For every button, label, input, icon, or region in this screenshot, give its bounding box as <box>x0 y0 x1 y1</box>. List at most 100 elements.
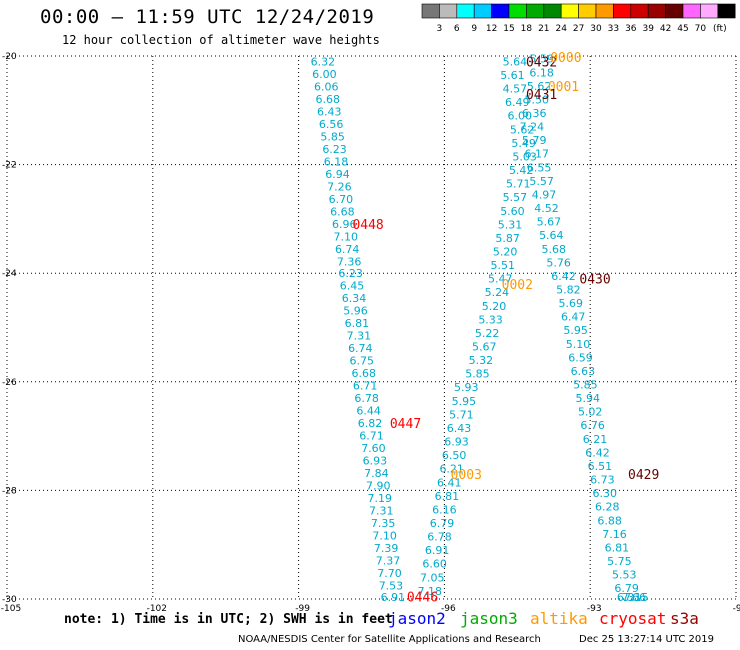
wave-height-value: 6.16 <box>432 503 457 516</box>
lat-tick-label: -26 <box>2 378 17 388</box>
legend-s3a: s3a <box>670 609 699 628</box>
wave-height-value: 4.52 <box>534 202 559 215</box>
wave-height-value: 6.68 <box>330 205 355 218</box>
colorbar-label: 30 <box>590 24 602 34</box>
wave-height-value: 6.63 <box>571 365 596 378</box>
time-label: 0001 <box>548 80 579 95</box>
time-label: 0446 <box>407 590 438 605</box>
wave-height-value: 5.64 <box>539 229 564 242</box>
wave-height-value: 7.15 <box>624 591 649 604</box>
legend-altika: altika <box>530 609 588 628</box>
time-label: 0432 <box>526 55 557 70</box>
wave-height-value: 6.56 <box>319 118 344 131</box>
time-label: 0431 <box>526 88 557 103</box>
wave-height-value: 7.26 <box>327 180 352 193</box>
colorbar-label: 45 <box>677 24 688 34</box>
wave-height-value: 4.57 <box>503 83 528 96</box>
wave-height-value: 7.10 <box>372 529 397 542</box>
wave-height-value: 5.24 <box>485 286 510 299</box>
wave-height-value: 7.90 <box>366 480 391 493</box>
wave-height-value: 6.41 <box>437 476 462 489</box>
wave-height-value: 5.62 <box>527 80 552 93</box>
wave-height-value: 7.05 <box>420 571 445 584</box>
wave-height-value: 7.31 <box>347 330 372 343</box>
wave-height-value: 5.95 <box>452 395 477 408</box>
wave-height-value: 6.42 <box>551 270 576 283</box>
wave-height-value: 6.93 <box>444 436 469 449</box>
legend-cryosat: cryosat <box>599 609 667 628</box>
wave-height-value: 6.71 <box>353 380 378 393</box>
wave-height-value: 6.44 <box>356 405 381 418</box>
wave-height-value: 5.03 <box>512 150 537 163</box>
wave-height-value: 5.85 <box>320 130 345 143</box>
wave-height-value: 7.10 <box>333 230 358 243</box>
wave-height-value: 6.82 <box>358 417 383 430</box>
time-label: 0000 <box>550 51 581 66</box>
wave-height-value: 7.66 <box>622 591 647 604</box>
wave-height-value: 5.62 <box>510 123 535 136</box>
colorbar-label: 6 <box>454 24 460 34</box>
wave-height-value: 6.32 <box>311 55 336 68</box>
wave-height-value: 6.68 <box>351 367 376 380</box>
wave-height-value: 5.20 <box>482 300 507 313</box>
wave-height-value: 5.67 <box>472 341 497 354</box>
wave-height-value: 6.18 <box>324 155 349 168</box>
wave-height-value: 5.32 <box>469 354 494 367</box>
wave-height-value: 5.33 <box>478 313 503 326</box>
lat-tick-label: -28 <box>2 486 17 496</box>
wave-height-value: 5.51 <box>490 259 515 272</box>
wave-height-value: 6.74 <box>335 243 360 256</box>
wave-height-value: 5.71 <box>506 178 531 191</box>
wave-height-value: 6.68 <box>316 93 341 106</box>
credit-text: NOAA/NESDIS Center for Satellite Applica… <box>238 634 541 645</box>
wave-height-value: 7.16 <box>602 528 627 541</box>
colorbar-label: 27 <box>573 24 584 34</box>
wave-height-value: 7.37 <box>376 554 401 567</box>
page-subtitle: 12 hour collection of altimeter wave hei… <box>62 33 380 47</box>
wave-height-value: 6.81 <box>605 541 630 554</box>
time-label: 0003 <box>451 468 482 483</box>
wave-height-value: 6.71 <box>359 430 384 443</box>
wave-height-value: 5.42 <box>509 164 534 177</box>
legend-jason2: jason2 <box>388 609 446 628</box>
wave-height-value: 5.50 <box>524 93 549 106</box>
wave-height-value: 6.43 <box>447 422 472 435</box>
wave-height-value: 6.18 <box>529 66 554 79</box>
wave-height-value: 6.23 <box>338 267 363 280</box>
wave-height-value: 6.79 <box>614 582 639 595</box>
wave-height-value: 6.28 <box>595 501 620 514</box>
wave-height-value: 6.74 <box>348 342 373 355</box>
wave-height-value: 6.93 <box>363 455 388 468</box>
colorbar-label: 18 <box>521 24 533 34</box>
colorbar-label: 39 <box>642 24 654 34</box>
wave-height-value: 6.59 <box>568 351 593 364</box>
wave-height-value: 7.39 <box>374 542 399 555</box>
colorbar: 3 6 9 12 15 18 21 24 27 30 33 36 39 42 45 70 (ft) <box>421 3 736 34</box>
wave-height-value: 6.78 <box>354 392 379 405</box>
wave-height-value: 5.53 <box>612 569 637 582</box>
wave-height-value: 6.96 <box>332 218 357 231</box>
wave-height-value: 6.21 <box>439 463 464 476</box>
colorbar-label: 70 <box>695 24 707 34</box>
wave-height-value: 7.18 <box>418 585 443 598</box>
wave-height-value: 5.57 <box>503 191 528 204</box>
wave-height-value: 5.59 <box>529 53 554 66</box>
wave-height-value: 5.79 <box>522 134 547 147</box>
time-label: 0430 <box>579 273 610 288</box>
wave-height-value: 7.53 <box>379 579 404 592</box>
wave-height-value: 6.43 <box>317 105 342 118</box>
wave-height-value: 6.23 <box>322 143 347 156</box>
lon-tick-label: -93 <box>587 604 602 614</box>
lon-tick-label: -96 <box>441 604 456 614</box>
wave-height-value: 5.85 <box>465 368 490 381</box>
wave-height-value: 5.75 <box>607 555 632 568</box>
colorbar-label: 9 <box>471 24 477 34</box>
wave-height-value: 6.91 <box>381 591 406 604</box>
timestamp-text: Dec 25 13:27:14 UTC 2019 <box>579 634 714 645</box>
colorbar-label: 24 <box>555 24 567 34</box>
colorbar-label: 21 <box>538 24 549 34</box>
wave-height-value: 5.94 <box>576 392 601 405</box>
wave-height-value: 6.47 <box>561 311 586 324</box>
wave-height-value: 5.69 <box>559 297 584 310</box>
